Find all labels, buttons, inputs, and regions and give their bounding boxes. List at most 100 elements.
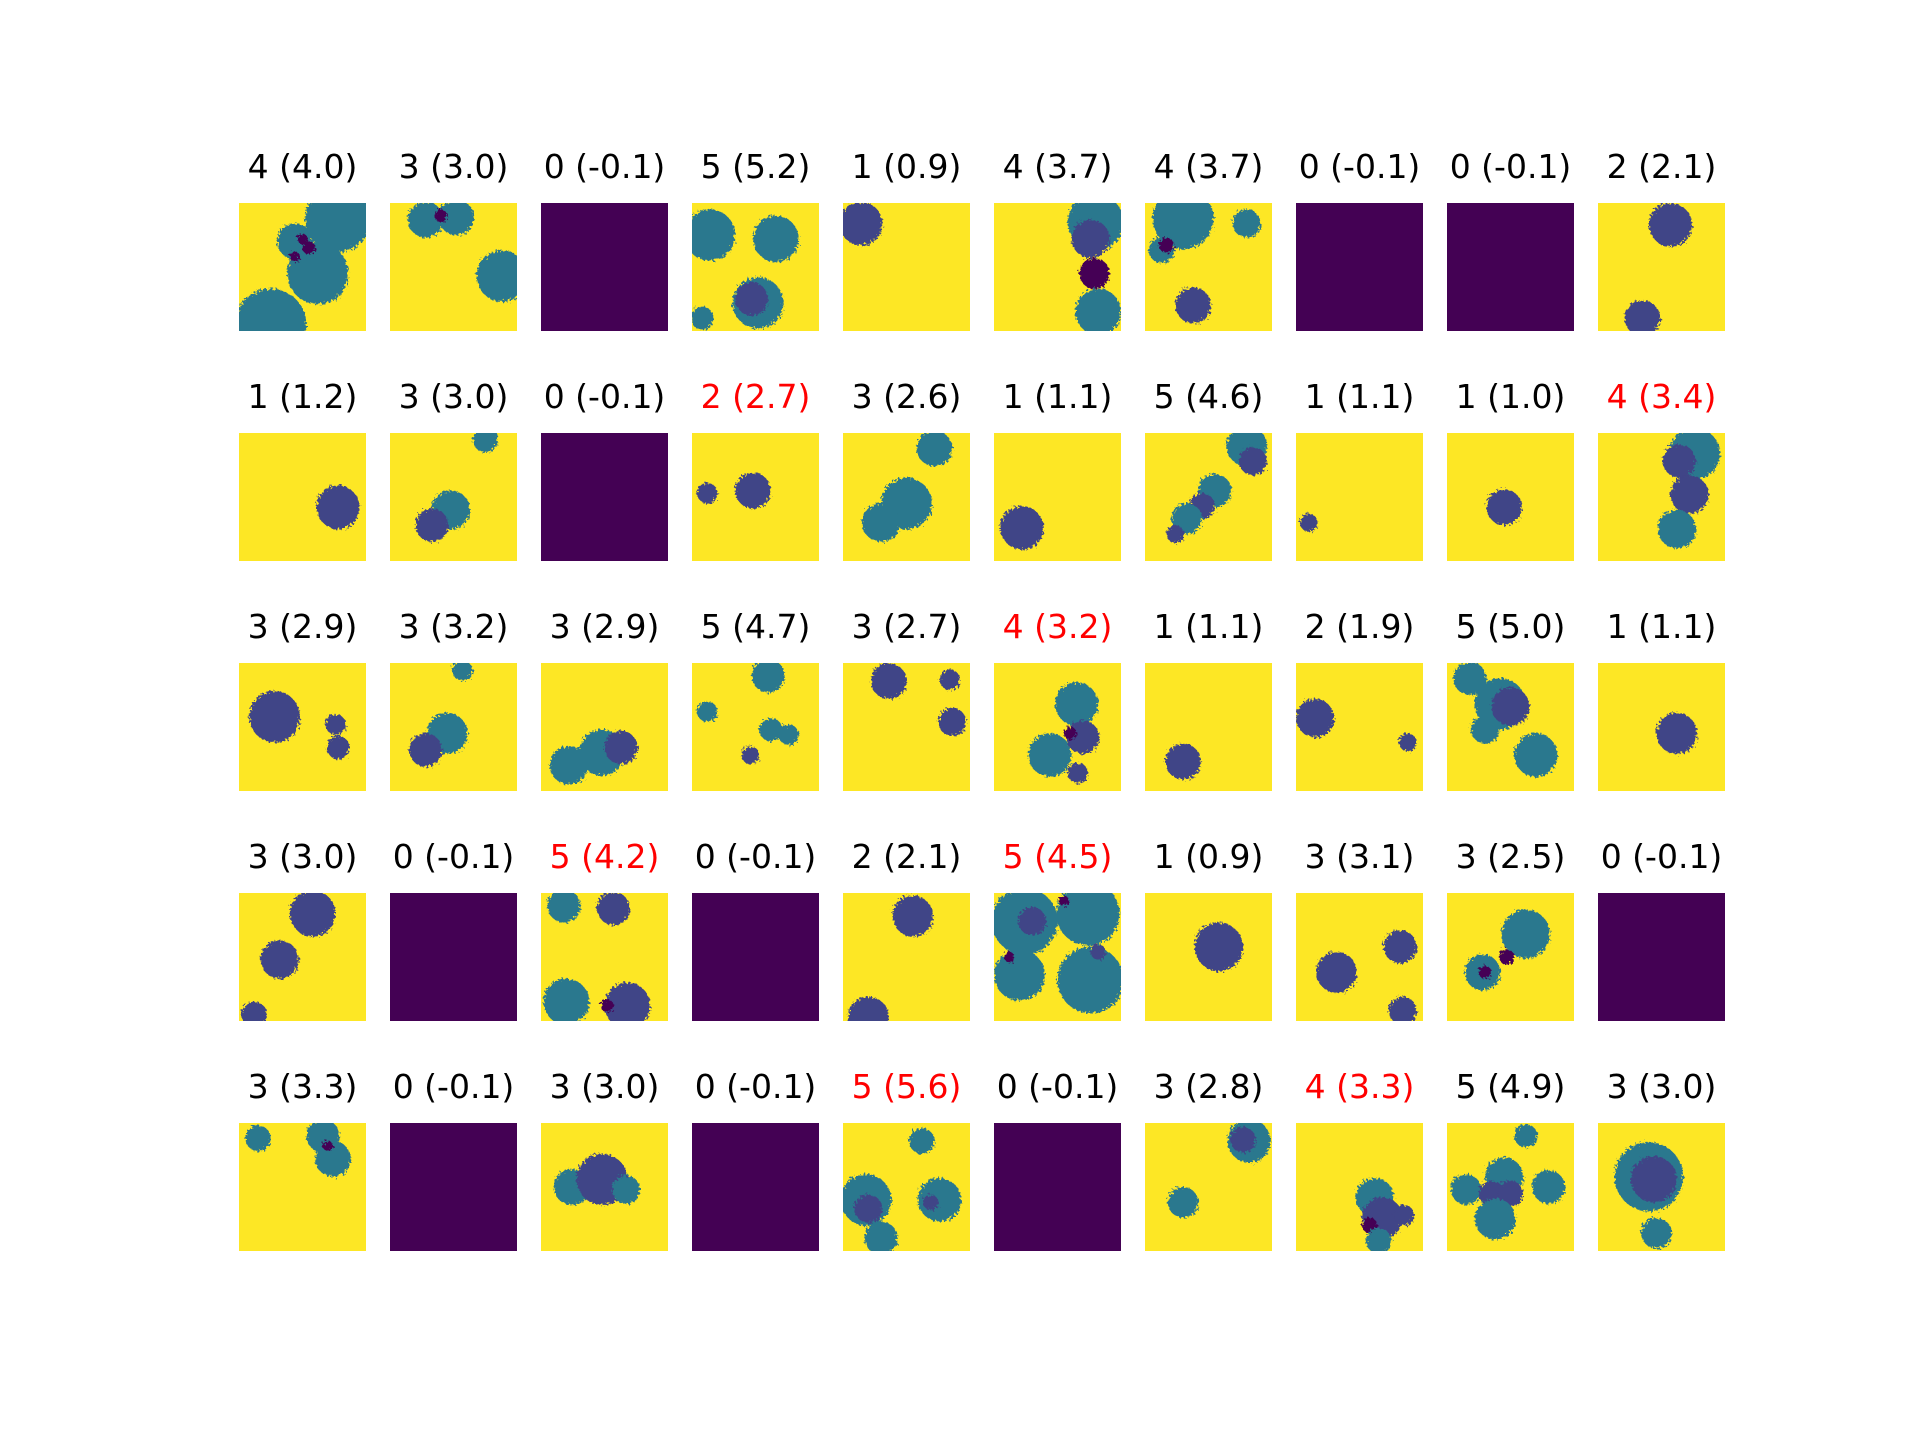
blob-circle [289, 893, 336, 937]
tile-title: 3 (3.3) [247, 1067, 358, 1106]
subplot-tile: 0 (-0.1) [692, 837, 819, 1021]
subplot-tile: 5 (4.5) [994, 837, 1121, 1021]
subplot-tile: 0 (-0.1) [994, 1067, 1121, 1251]
subplot-tile: 3 (2.5) [1447, 837, 1574, 1021]
blob-circle [1316, 951, 1357, 993]
blob-circle [692, 306, 714, 330]
subplot-tile: 5 (5.2) [692, 147, 819, 331]
tile-image [1296, 433, 1423, 561]
tile-title: 3 (2.7) [851, 607, 962, 646]
blob-circle [1641, 1217, 1672, 1249]
subplot-tile: 4 (3.4) [1598, 377, 1725, 561]
subplot-tile: 0 (-0.1) [692, 1067, 819, 1251]
blob-circle [407, 203, 444, 238]
tile-image [541, 1123, 668, 1251]
tile-image [692, 663, 819, 791]
tile-title: 4 (3.3) [1304, 1067, 1415, 1106]
tile-image [541, 663, 668, 791]
blob-circle [892, 895, 934, 937]
tile-image [239, 663, 366, 791]
blob-circle [697, 482, 718, 504]
blob-circle [938, 707, 967, 736]
blob-circle [409, 733, 443, 767]
tile-title: 0 (-0.1) [1600, 837, 1723, 876]
blob-circle [1166, 525, 1185, 544]
blob-circle [1158, 237, 1175, 253]
subplot-tile: 5 (4.7) [692, 607, 819, 791]
blob-circle [1018, 907, 1047, 936]
blob-circle [415, 508, 449, 542]
blob-circle [1299, 513, 1318, 532]
blob-circle [289, 251, 300, 262]
blob-circle [549, 746, 588, 785]
blob-circle [241, 1001, 267, 1021]
tile-image [1447, 1123, 1574, 1251]
tile-image [390, 663, 517, 791]
blob-circle [472, 433, 498, 453]
tile-title: 0 (-0.1) [543, 377, 666, 416]
subplot-tile: 5 (4.9) [1447, 1067, 1574, 1251]
blob-circle [1656, 712, 1698, 754]
tile-title: 5 (4.6) [1153, 377, 1264, 416]
blob-circle [249, 691, 300, 743]
tile-title: 1 (1.1) [1002, 377, 1113, 416]
subplot-tile: 1 (1.1) [1598, 607, 1725, 791]
blob-circle [1662, 444, 1696, 478]
blob-circle [759, 718, 783, 742]
blob-circle [916, 433, 953, 467]
blob-circle [1175, 287, 1212, 324]
blob-circle [735, 282, 769, 316]
tile-image [239, 203, 366, 331]
subplot-tile: 4 (3.3) [1296, 1067, 1423, 1251]
tile-title: 5 (4.5) [1002, 837, 1113, 876]
blob-circle [870, 663, 907, 699]
blob-circle [1365, 1227, 1392, 1251]
blob-circle [325, 714, 346, 735]
blob-circle [843, 203, 883, 246]
tile-image [541, 203, 668, 331]
tile-image [1447, 203, 1574, 331]
tile-image [390, 203, 517, 331]
tile-image [239, 433, 366, 561]
blob-circle [260, 940, 299, 979]
tile-image [541, 893, 668, 1021]
blob-circle [994, 949, 1045, 1001]
blob-circle [1670, 475, 1709, 514]
blob-circle [1000, 505, 1044, 550]
blob-circle [1004, 951, 1015, 963]
blob-circle [848, 996, 889, 1021]
subplot-tile: 5 (4.2) [541, 837, 668, 1021]
subplot-tile: 3 (3.1) [1296, 837, 1423, 1021]
subplot-tile: 1 (1.1) [1296, 377, 1423, 561]
blob-circle [604, 730, 638, 765]
subplot-tile: 1 (0.9) [1145, 837, 1272, 1021]
blob-circle [1501, 909, 1550, 959]
blob-circle [864, 1221, 898, 1251]
blob-circle [1194, 922, 1243, 972]
blob-circle [909, 1128, 935, 1154]
tile-image [1145, 663, 1272, 791]
subplot-tile: 5 (4.6) [1145, 377, 1272, 561]
tile-image [692, 203, 819, 331]
blob-circle [1514, 733, 1558, 777]
subplot-tile: 2 (1.9) [1296, 607, 1423, 791]
blob-circle [1056, 893, 1120, 946]
blob-circle [305, 203, 366, 252]
tile-title: 3 (3.0) [398, 377, 509, 416]
tile-image [994, 893, 1121, 1021]
tile-title: 0 (-0.1) [694, 1067, 817, 1106]
tile-image [1296, 663, 1423, 791]
blob-circle [854, 1194, 883, 1223]
subplot-tile: 3 (3.0) [390, 147, 517, 331]
tile-image [1296, 1123, 1423, 1251]
blob-circle [1497, 1180, 1524, 1207]
subplot-tile: 3 (2.6) [843, 377, 970, 561]
blob-circle [1491, 687, 1530, 726]
tile-image [843, 203, 970, 331]
tile-image [1296, 203, 1423, 331]
tile-title: 3 (2.6) [851, 377, 962, 416]
tile-title: 4 (4.0) [247, 147, 358, 186]
blob-circle [245, 1125, 271, 1152]
tile-image [1447, 663, 1574, 791]
subplot-tile: 3 (3.0) [1598, 1067, 1725, 1251]
